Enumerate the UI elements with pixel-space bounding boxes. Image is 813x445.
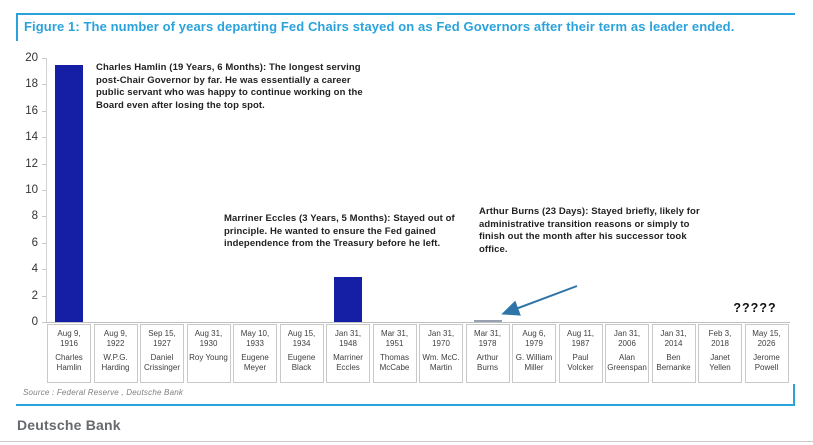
- annotation-arrow-icon: [501, 285, 578, 316]
- x-label-date: Aug 9, 1922: [103, 329, 128, 348]
- x-label-name: Ben Bernanke: [656, 353, 691, 372]
- y-tick-mark: [42, 84, 46, 86]
- x-label-box: Jan 31, 2014 Ben Bernanke: [651, 324, 696, 383]
- y-tick-label: 0: [31, 316, 38, 328]
- x-label-name: Thomas McCabe: [379, 353, 410, 372]
- bar: [473, 320, 502, 322]
- x-label-name: Jerome Powell: [753, 353, 780, 372]
- y-tick-label: 10: [25, 184, 38, 196]
- x-label-date: Aug 15, 1934: [287, 329, 316, 348]
- x-label-box: Aug 31, 1930 Roy Young: [186, 324, 231, 383]
- x-label-box: Jan 31, 1948 Marriner Eccles: [326, 324, 370, 383]
- x-label-date: Aug 6, 1979: [522, 329, 546, 348]
- x-label-box: Aug 9, 1922 W.P.G. Harding: [93, 324, 138, 383]
- x-label-date: Jan 31, 1948: [334, 329, 362, 348]
- x-label-date: Mar 31, 1951: [380, 329, 409, 348]
- y-tick-label: 14: [25, 131, 38, 144]
- y-tick-label: 6: [31, 236, 38, 249]
- x-label-box: Aug 15, 1934 Eugene Black: [279, 324, 324, 383]
- x-label-box: May 15, 2026 Jerome Powell: [744, 324, 789, 383]
- x-axis-line: [46, 322, 790, 323]
- x-label-box: Feb 3, 2018 Janet Yellen: [698, 324, 742, 383]
- y-tick-label: 8: [31, 210, 38, 223]
- y-tick-label: 18: [25, 78, 38, 91]
- y-tick-label: 4: [31, 263, 38, 276]
- y-tick-mark: [42, 58, 46, 59]
- bottom-divider-line: [0, 441, 813, 442]
- x-label-box: Mar 31, 1951 Thomas McCabe: [372, 324, 417, 383]
- x-label-box: May 10, 1933 Eugene Meyer: [233, 324, 277, 383]
- deutsche-bank-logo-text: Deutsche Bank: [17, 417, 121, 433]
- x-label-name: Charles Hamlin: [55, 353, 83, 372]
- x-label-name: Alan Greenspan: [607, 353, 647, 372]
- x-label-date: May 10, 1933: [240, 329, 270, 348]
- y-tick-mark: [42, 216, 46, 218]
- annotation-marriner-eccles: Marriner Eccles (3 Years, 5 Months): Sta…: [224, 213, 455, 250]
- x-label-date: Feb 3, 2018: [708, 329, 732, 348]
- y-tick-label: 2: [31, 289, 38, 302]
- x-label-name: Eugene Meyer: [241, 353, 269, 372]
- bar: [334, 276, 363, 322]
- bar: [55, 64, 84, 322]
- x-label-date: Jan 31, 2006: [613, 329, 641, 348]
- x-label-date: Jan 31, 1970: [427, 329, 455, 348]
- x-label-name: Janet Yellen: [709, 353, 731, 372]
- x-label-date: May 15, 2026: [752, 329, 781, 348]
- x-label-name: Marriner Eccles: [333, 353, 363, 372]
- x-label-date: Aug 11, 1987: [567, 329, 594, 348]
- y-tick-mark: [42, 322, 46, 323]
- frame-left-line: [16, 13, 18, 41]
- x-label-box: Aug 11, 1987 Paul Volcker: [558, 324, 603, 383]
- x-label-box: Aug 6, 1979 G. William Miller: [512, 324, 556, 383]
- x-label-name: G. William Miller: [515, 353, 553, 372]
- y-axis-line: [46, 58, 47, 323]
- y-tick-label: 12: [25, 157, 38, 170]
- y-tick-mark: [42, 269, 46, 271]
- x-label-name: Paul Volcker: [567, 353, 594, 372]
- y-tick-mark: [42, 190, 46, 191]
- x-label-date: Aug 9, 1916: [57, 329, 81, 348]
- source-note: Source : Federal Reserve , Deutsche Bank: [23, 388, 184, 397]
- x-label-name: Wm. McC. Martin: [422, 353, 460, 372]
- frame-right-line: [793, 384, 795, 406]
- x-label-box: Mar 31, 1978 Arthur Burns: [465, 324, 510, 383]
- y-tick-mark: [42, 295, 46, 297]
- x-label-box: Sep 15, 1927 Daniel Crissinger: [140, 324, 184, 383]
- x-label-box: Jan 31, 1970 Wm. McC. Martin: [419, 324, 463, 383]
- y-tick-mark: [42, 110, 46, 112]
- y-tick-label: 20: [25, 52, 38, 64]
- x-label-box: Aug 9, 1916 Charles Hamlin: [47, 324, 91, 383]
- x-label-date: Mar 31, 1978: [473, 329, 502, 348]
- x-label-name: W.P.G. Harding: [101, 353, 130, 372]
- y-tick-mark: [42, 163, 46, 165]
- y-tick-mark: [42, 242, 46, 244]
- x-label-name: Eugene Black: [287, 353, 316, 372]
- y-tick-label: 16: [25, 104, 38, 117]
- x-label-date: Aug 31, 1930: [194, 329, 223, 348]
- figure-title: Figure 1: The number of years departing …: [24, 19, 735, 34]
- frame-top-line: [16, 13, 795, 15]
- x-label-box: Jan 31, 2006 Alan Greenspan: [605, 324, 649, 383]
- annotation-charles-hamlin: Charles Hamlin (19 Years, 6 Months): The…: [96, 62, 363, 112]
- frame-bottom-line: [16, 404, 795, 406]
- y-tick-mark: [42, 137, 46, 139]
- annotation-arthur-burns: Arthur Burns (23 Days): Stayed briefly, …: [479, 206, 700, 256]
- x-label-date: Jan 31, 2014: [660, 329, 687, 348]
- x-label-name: Arthur Burns: [476, 353, 499, 372]
- x-label-name: Roy Young: [189, 353, 228, 362]
- x-label-name: Daniel Crissinger: [143, 353, 180, 372]
- powell-unknown-label: ?????: [733, 301, 777, 315]
- x-label-date: Sep 15, 1927: [148, 329, 176, 348]
